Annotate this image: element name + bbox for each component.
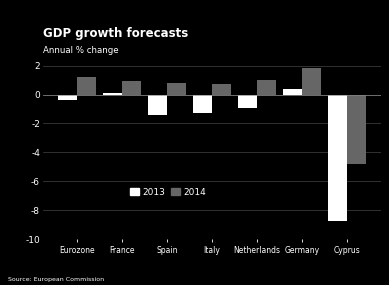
Text: GDP growth forecasts: GDP growth forecasts [43,27,188,40]
Legend: 2013, 2014: 2013, 2014 [130,188,206,197]
Bar [148,95,167,115]
Bar [103,93,122,95]
Bar [302,68,321,95]
Bar [238,95,257,107]
Bar [283,89,302,95]
Bar [58,95,77,100]
Bar [167,83,186,95]
Bar [328,95,347,221]
Bar [212,84,231,95]
Bar [193,95,212,113]
Bar [122,82,141,95]
Bar [347,95,366,164]
Text: Source: European Commission: Source: European Commission [8,277,104,282]
Text: Annual % change: Annual % change [43,46,118,55]
Bar [257,80,276,95]
Bar [77,77,96,95]
